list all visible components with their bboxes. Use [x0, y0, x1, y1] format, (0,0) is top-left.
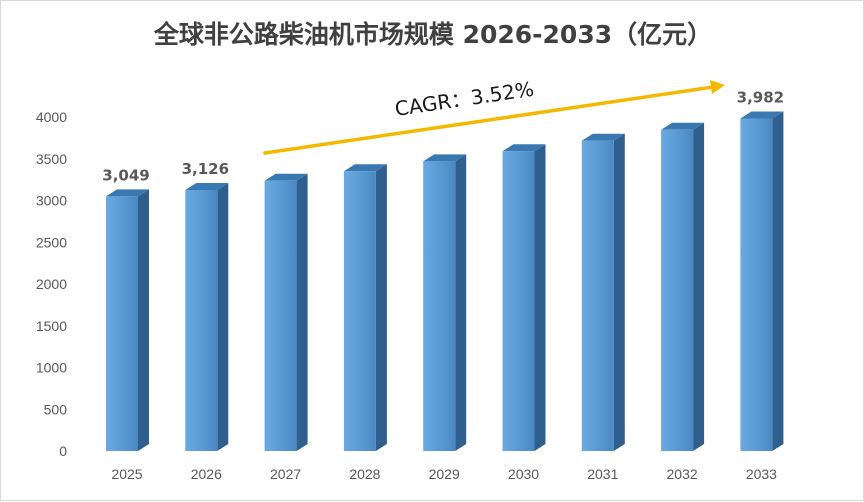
bar-top: [185, 182, 229, 190]
bar-side: [534, 144, 546, 452]
bar-side: [375, 164, 387, 451]
bar: [106, 189, 149, 451]
chart-title: 全球非公路柴油机市场规模 2026-2033（亿元）: [153, 20, 712, 49]
bar-top: [343, 164, 387, 172]
data-label: 3,126: [182, 160, 229, 178]
bar: [502, 144, 546, 452]
y-tick-label: 3000: [36, 193, 67, 209]
bar-front: [502, 151, 535, 452]
y-tick-label: 500: [44, 401, 68, 417]
bar: [740, 111, 784, 452]
bar-side: [693, 122, 705, 451]
x-tick-label: 2030: [508, 466, 539, 482]
bar-side: [296, 173, 308, 451]
x-tick-label: 2027: [270, 466, 301, 482]
bar-top: [106, 189, 149, 197]
bar-front: [581, 140, 614, 452]
bar-side: [138, 189, 149, 451]
bar: [185, 182, 229, 451]
cagr-annotation: CAGR：3.52%: [263, 77, 725, 155]
y-tick-label: 1500: [36, 318, 67, 334]
bar: [343, 164, 387, 451]
x-tick-label: 2025: [111, 466, 142, 482]
y-tick-label: 0: [59, 443, 67, 459]
x-tick-label: 2032: [667, 466, 698, 482]
x-tick-label: 2031: [587, 466, 618, 482]
bar-series: [106, 111, 784, 452]
bar-front: [343, 171, 376, 451]
bar-front: [106, 196, 138, 451]
data-label: 3,982: [737, 89, 784, 107]
bar-top: [423, 154, 467, 162]
bar-front: [423, 161, 456, 451]
x-tick-label: 2026: [191, 466, 222, 482]
bar-side: [455, 154, 467, 451]
bar-side: [613, 133, 625, 452]
bar: [581, 133, 625, 452]
bar-front: [185, 189, 218, 451]
x-tick-label: 2029: [429, 466, 460, 482]
cagr-label: CAGR：3.52%: [393, 77, 535, 121]
y-axis: 0 500 1000 1500 2000 2500 3000 3500 4000: [36, 109, 67, 459]
bar-front: [661, 129, 694, 451]
y-tick-label: 2500: [36, 234, 67, 250]
data-labels: 3,049 3,126 3,982: [102, 89, 784, 185]
y-tick-label: 1000: [36, 360, 67, 376]
y-tick-label: 2000: [36, 276, 67, 292]
bar-front: [740, 118, 773, 452]
bar-top: [502, 144, 546, 152]
bar-top: [264, 173, 308, 181]
bar-front: [264, 180, 297, 451]
cagr-arrow-head: [710, 80, 725, 94]
x-tick-label: 2033: [746, 466, 777, 482]
bar: [264, 173, 308, 451]
y-tick-label: 4000: [36, 109, 67, 125]
bar-top: [661, 122, 705, 130]
y-tick-label: 3500: [36, 151, 67, 167]
bar: [661, 122, 705, 451]
x-tick-label: 2028: [349, 466, 380, 482]
bar-top: [581, 133, 625, 141]
bar-side: [772, 111, 784, 452]
bar: [423, 154, 467, 451]
x-axis: 2025 2026 2027 2028 2029 2030 2031 2032 2033: [111, 466, 777, 482]
cagr-arrow-line: [263, 85, 715, 155]
bar-side: [217, 182, 229, 451]
data-label: 3,049: [102, 166, 149, 184]
bar-top: [740, 111, 784, 119]
